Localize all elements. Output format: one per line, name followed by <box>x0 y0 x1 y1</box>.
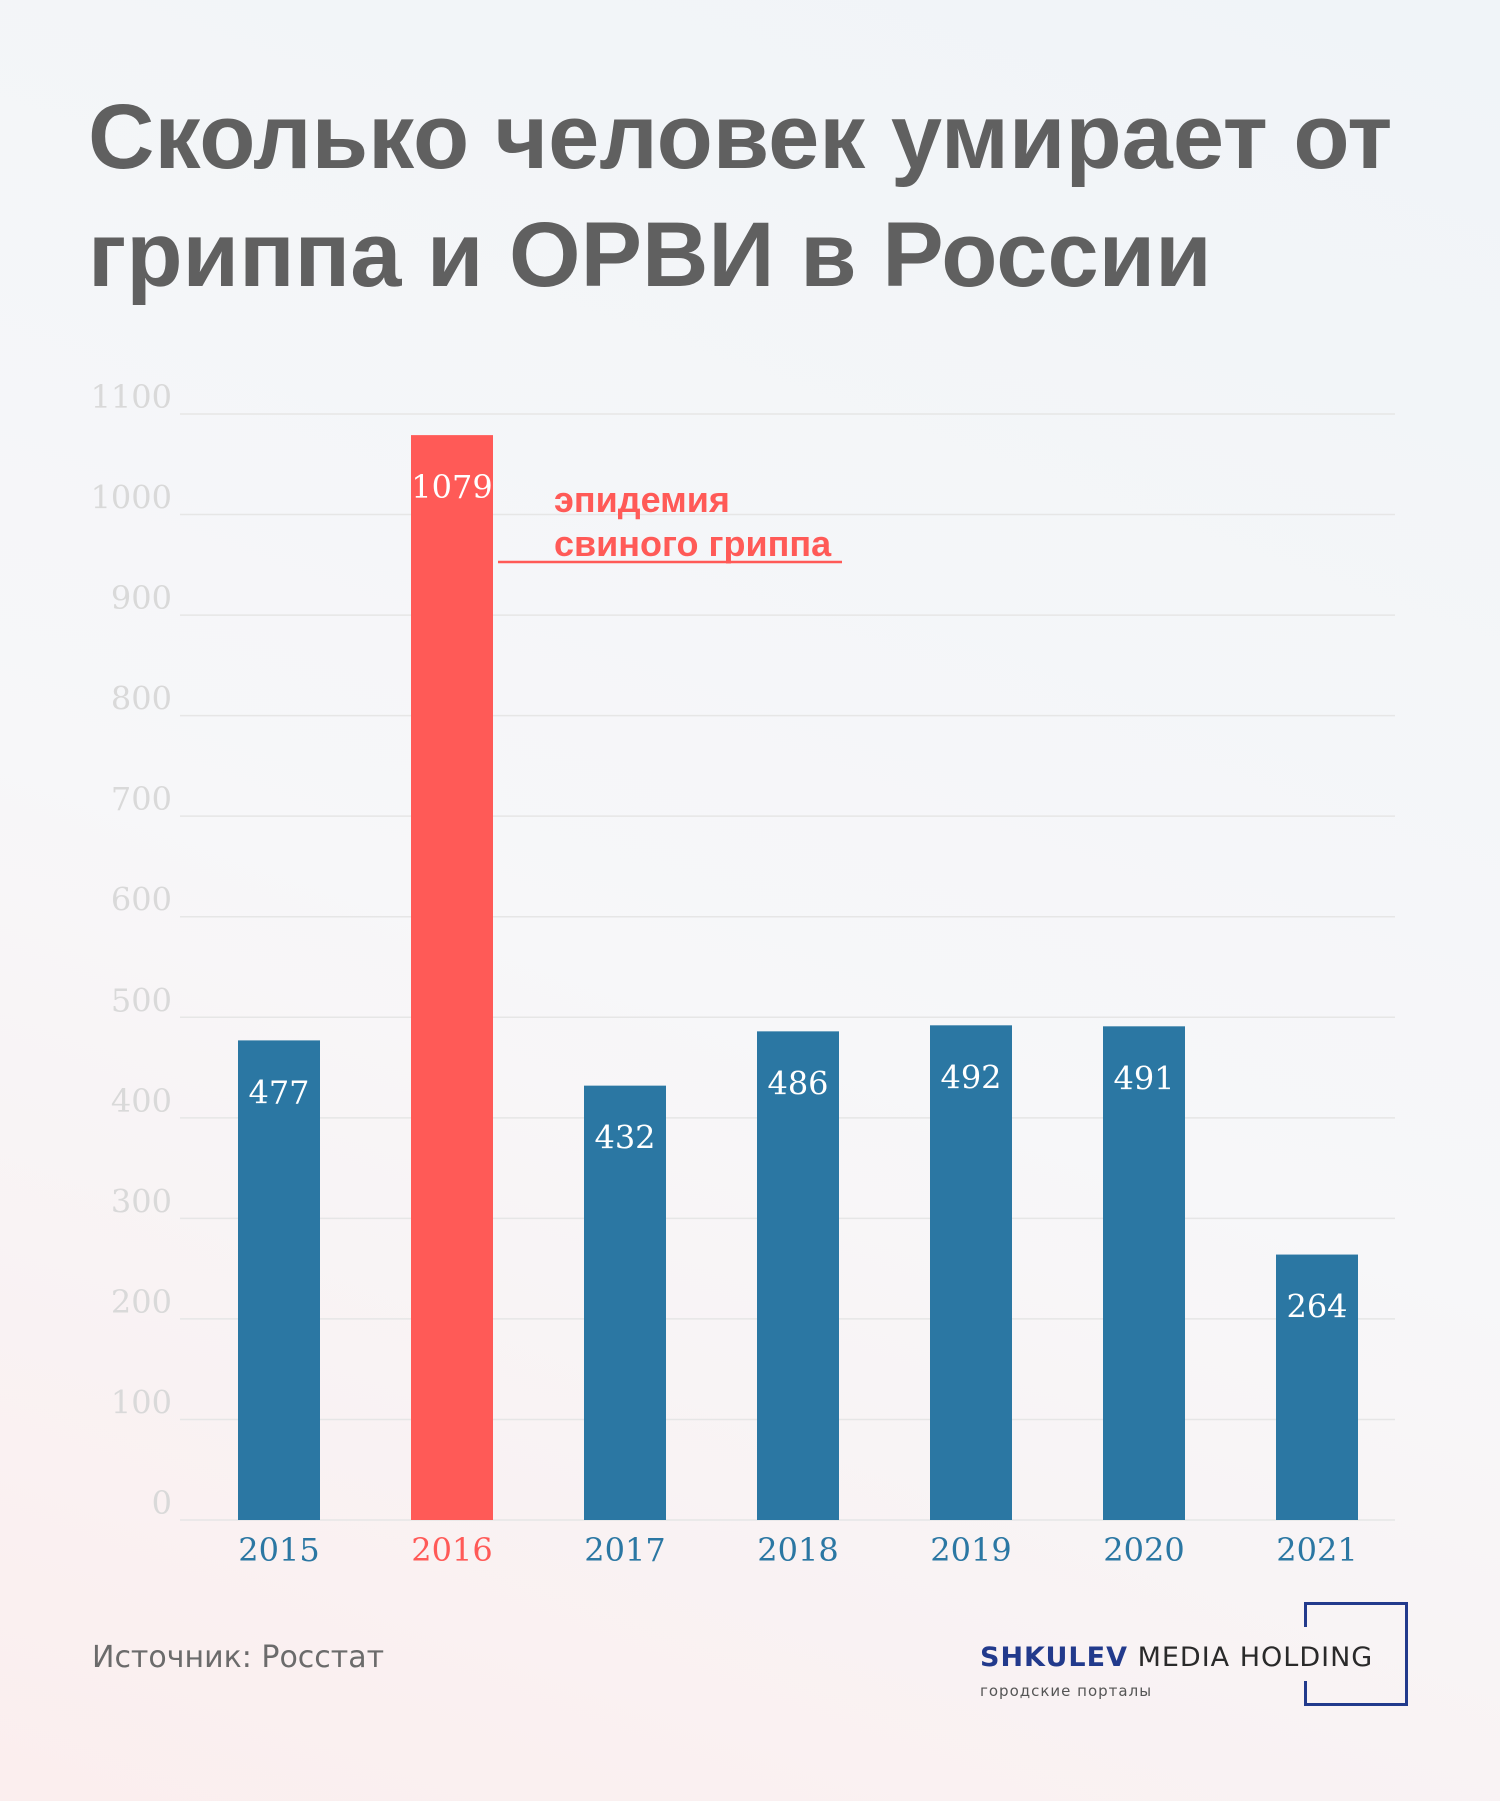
annotation-text: свиного гриппа <box>554 523 832 564</box>
logo-brand: SHKULEV <box>980 1642 1128 1673</box>
bars: 477 1079 432 486 492 491 264 <box>238 435 1358 1521</box>
chart-title: Сколько человек умирает от гриппа и ОРВИ… <box>88 86 1393 306</box>
gridlines <box>180 413 1395 1521</box>
value-label-2018: 486 <box>767 1064 828 1102</box>
bar-2019 <box>930 1025 1012 1520</box>
logo-frame <box>1304 1602 1408 1706</box>
value-label-2021: 264 <box>1286 1288 1347 1326</box>
annotation-text: эпидемия <box>554 479 730 520</box>
y-tick-label: 200 <box>111 1283 172 1321</box>
y-tick-label: 0 <box>152 1484 172 1522</box>
y-tick-label: 700 <box>111 780 172 818</box>
y-tick-label: 100 <box>111 1383 172 1421</box>
value-label-2019: 492 <box>940 1058 1001 1096</box>
logo-wordmark: SHKULEV MEDIA HOLDING <box>980 1642 1373 1673</box>
y-tick-label: 1100 <box>91 378 172 416</box>
value-label-2015: 477 <box>248 1073 309 1111</box>
bar-2021 <box>1276 1254 1358 1520</box>
bar-2016 <box>411 435 493 1521</box>
y-tick-label: 400 <box>111 1082 172 1120</box>
bar-2020 <box>1103 1026 1185 1520</box>
y-tick-label: 600 <box>111 881 172 919</box>
x-tick-label-2015: 2015 <box>238 1531 319 1569</box>
x-tick-label-2018: 2018 <box>757 1531 838 1569</box>
source-note: Источник: Росстат <box>92 1640 385 1675</box>
y-tick-label: 1000 <box>91 479 172 517</box>
logo-subtitle: городские порталы <box>980 1682 1153 1700</box>
x-tick-label-2021: 2021 <box>1276 1531 1357 1569</box>
x-tick-label-2017: 2017 <box>584 1531 665 1569</box>
y-axis-ticks: 0 100 200 300 400 500 600 700 800 900 1000 1100 <box>91 378 172 1522</box>
x-tick-label-2019: 2019 <box>930 1531 1011 1569</box>
logo-rest: MEDIA HOLDING <box>1137 1642 1374 1673</box>
x-tick-label-2016: 2016 <box>411 1531 492 1569</box>
y-tick-label: 900 <box>111 579 172 617</box>
value-label-2020: 491 <box>1113 1059 1174 1097</box>
value-label-2017: 432 <box>594 1119 655 1157</box>
bar-2018 <box>757 1031 839 1520</box>
bar-chart: 0 100 200 300 400 500 600 700 800 900 1000 1100 477… <box>91 378 1395 1569</box>
bar-2017 <box>584 1085 666 1520</box>
x-axis-ticks: 2015 2016 2017 2018 2019 2020 2021 <box>238 1531 1357 1569</box>
y-tick-label: 300 <box>111 1182 172 1220</box>
bar-2015 <box>238 1040 320 1520</box>
y-tick-label: 800 <box>111 680 172 718</box>
value-label-2016: 1079 <box>411 468 492 506</box>
y-tick-label: 500 <box>111 981 172 1019</box>
x-tick-label-2020: 2020 <box>1103 1531 1184 1569</box>
publisher-logo: SHKULEV MEDIA HOLDING городские порталы <box>980 1602 1410 1712</box>
